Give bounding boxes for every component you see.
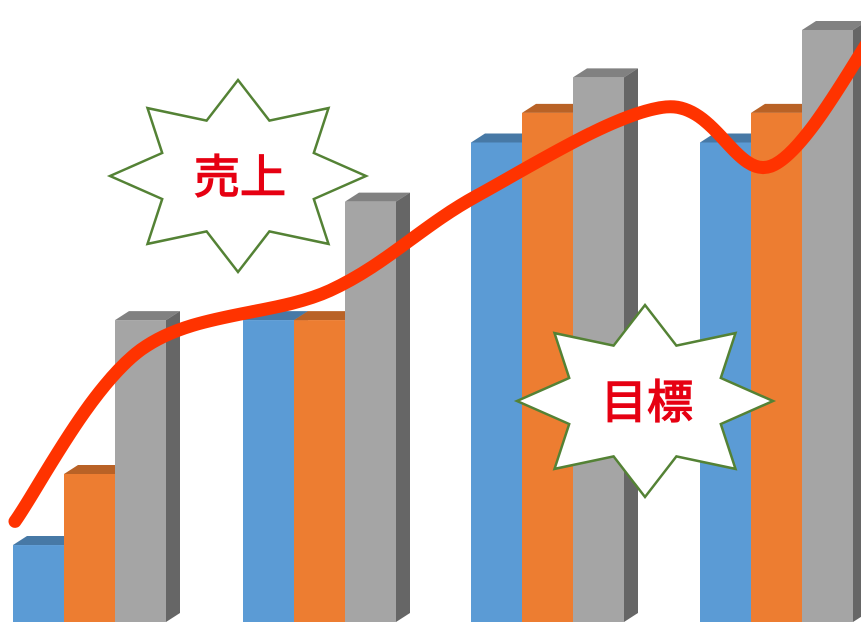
bar-front: [471, 142, 522, 623]
bar-side: [166, 311, 180, 622]
annotation-target-label: 目標: [601, 375, 693, 429]
bar-front: [802, 30, 853, 622]
bar-front: [243, 320, 294, 622]
annotation-sales-label: 売上: [194, 150, 286, 204]
bar-top: [471, 133, 536, 143]
annotation-sales: 売上: [106, 77, 370, 275]
bar-top: [13, 536, 78, 546]
bar-side: [853, 24, 861, 622]
bar-top: [751, 103, 816, 113]
bar: [345, 192, 410, 622]
trend-line: [8, 40, 861, 528]
starburst-shape: [106, 77, 370, 275]
bar-top: [345, 192, 410, 202]
bar-top: [573, 68, 638, 78]
bar-side: [396, 192, 410, 622]
bar-front: [64, 474, 115, 622]
bar-top: [294, 311, 359, 321]
bar-top: [802, 21, 861, 30]
bar-front: [294, 320, 345, 622]
starburst-shape: [513, 302, 777, 500]
bar-top: [115, 311, 180, 321]
bar-front: [13, 545, 64, 622]
bar-front: [751, 112, 802, 622]
bar-layer: [13, 21, 861, 623]
bar-top: [522, 103, 587, 113]
annotation-target: 目標: [513, 302, 777, 500]
bar-top: [64, 465, 129, 474]
